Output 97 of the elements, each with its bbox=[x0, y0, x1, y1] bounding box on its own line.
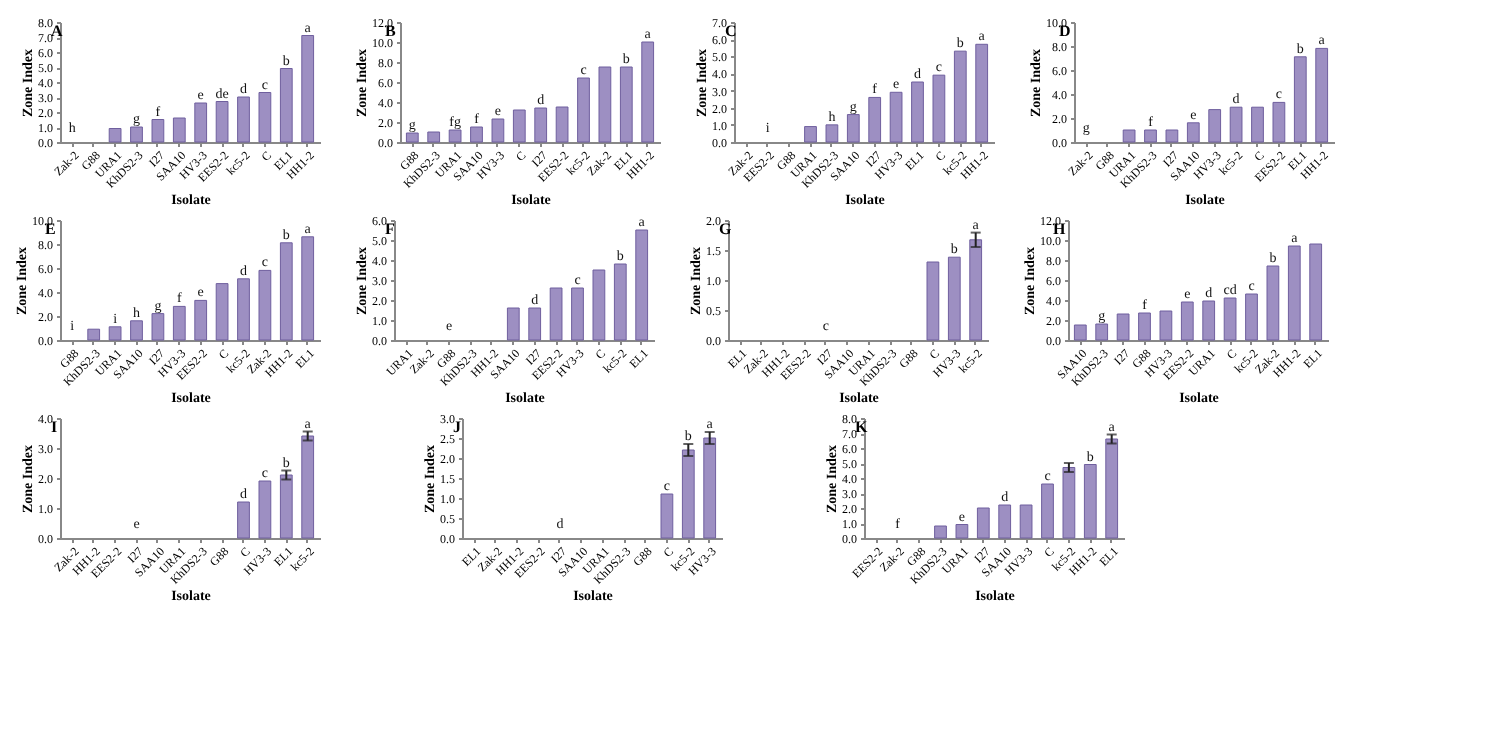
bar bbox=[889, 91, 903, 143]
bar bbox=[279, 242, 293, 341]
bar bbox=[641, 41, 655, 143]
bar bbox=[947, 256, 961, 341]
bar bbox=[681, 449, 695, 539]
bar bbox=[534, 107, 548, 143]
bar bbox=[846, 114, 860, 143]
bar bbox=[1062, 467, 1076, 539]
bar bbox=[613, 263, 627, 341]
bar bbox=[868, 96, 882, 143]
bar bbox=[130, 126, 143, 143]
bar bbox=[1266, 265, 1280, 341]
bar bbox=[301, 435, 315, 539]
bar bbox=[237, 278, 250, 341]
bar bbox=[1180, 301, 1194, 341]
bar bbox=[926, 261, 940, 341]
bar bbox=[976, 507, 990, 539]
bar bbox=[1083, 464, 1097, 539]
bar bbox=[215, 283, 229, 341]
bar bbox=[237, 96, 250, 143]
bar bbox=[619, 66, 633, 143]
bar bbox=[491, 118, 505, 143]
bar bbox=[635, 229, 649, 341]
bar bbox=[108, 326, 122, 341]
bar bbox=[405, 132, 419, 143]
bar bbox=[549, 287, 563, 341]
bar bbox=[1105, 438, 1119, 539]
bar bbox=[151, 313, 165, 341]
bar bbox=[279, 474, 293, 539]
bar bbox=[1073, 324, 1087, 341]
bar bbox=[577, 77, 590, 143]
bar bbox=[448, 129, 462, 143]
bar bbox=[932, 74, 946, 143]
bar bbox=[87, 328, 101, 341]
bar bbox=[130, 320, 143, 341]
bar bbox=[1245, 293, 1258, 341]
chart-title: A bbox=[51, 22, 63, 40]
bar bbox=[804, 126, 817, 143]
bar bbox=[1144, 129, 1157, 143]
bar bbox=[279, 68, 293, 143]
bar bbox=[825, 124, 839, 143]
bar bbox=[1223, 297, 1237, 341]
chart-title: K bbox=[855, 418, 869, 436]
bar bbox=[172, 305, 186, 341]
bar bbox=[470, 126, 483, 143]
bar bbox=[1041, 483, 1054, 539]
chart-title: C bbox=[725, 22, 737, 40]
bar bbox=[934, 525, 947, 539]
bar bbox=[1229, 106, 1243, 143]
bar bbox=[571, 287, 584, 341]
bar bbox=[258, 92, 272, 143]
bar bbox=[1272, 101, 1286, 143]
bar bbox=[1138, 312, 1151, 341]
bar bbox=[1019, 504, 1033, 539]
bar bbox=[427, 131, 441, 143]
bar bbox=[194, 299, 208, 341]
bar bbox=[660, 493, 674, 539]
bar bbox=[1159, 310, 1173, 341]
chart-title: I bbox=[51, 418, 58, 436]
bar bbox=[555, 106, 569, 143]
bar bbox=[1309, 243, 1323, 341]
bar bbox=[1315, 47, 1329, 143]
bar bbox=[953, 50, 967, 143]
bar bbox=[1202, 300, 1216, 341]
bar bbox=[258, 269, 272, 341]
bar bbox=[703, 437, 717, 539]
bar bbox=[998, 504, 1012, 539]
bar bbox=[1287, 245, 1301, 341]
bar bbox=[955, 524, 969, 539]
bar bbox=[528, 307, 542, 341]
bar bbox=[301, 35, 315, 143]
bar bbox=[911, 81, 924, 143]
bar bbox=[108, 128, 122, 143]
bar bbox=[301, 236, 315, 341]
bar bbox=[1116, 313, 1130, 341]
bar bbox=[1293, 56, 1307, 143]
chart-title: J bbox=[453, 418, 461, 436]
bar bbox=[975, 43, 989, 143]
bar bbox=[1251, 106, 1264, 143]
bar bbox=[592, 269, 606, 341]
chart-title: F bbox=[385, 220, 395, 238]
bar bbox=[506, 307, 520, 341]
bar bbox=[237, 501, 250, 539]
bar bbox=[969, 239, 983, 341]
bar bbox=[151, 119, 165, 143]
bar bbox=[598, 66, 612, 143]
bar bbox=[1095, 323, 1109, 341]
bar bbox=[1208, 109, 1222, 143]
bar bbox=[1165, 129, 1179, 143]
bar bbox=[172, 117, 186, 143]
bar bbox=[258, 480, 272, 539]
bar bbox=[194, 102, 208, 143]
bar bbox=[1122, 129, 1136, 143]
bar bbox=[1186, 122, 1200, 143]
bar bbox=[215, 101, 229, 143]
chart-title: G bbox=[719, 220, 732, 238]
bar bbox=[512, 109, 526, 143]
